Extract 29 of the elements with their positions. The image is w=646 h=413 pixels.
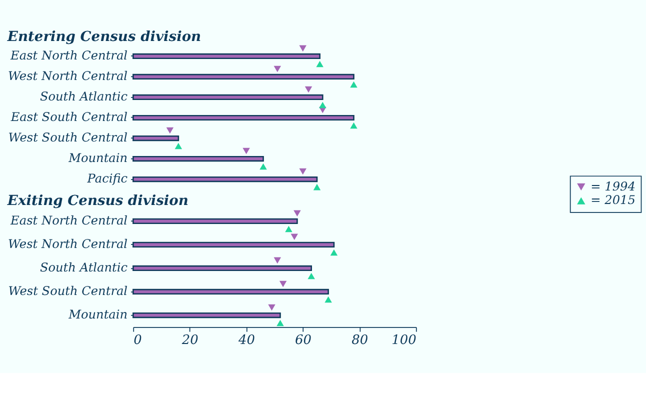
bar xyxy=(132,135,180,142)
legend-label: = 2015 xyxy=(590,193,636,208)
y-tick-label: East South Central xyxy=(10,110,128,124)
bar xyxy=(132,114,354,121)
chart-title: Exiting Census division xyxy=(6,193,188,210)
y-tick-label: Pacific xyxy=(86,172,128,186)
legend-label: = 1994 xyxy=(590,179,636,194)
bar xyxy=(132,53,320,60)
x-tick-label: 100 xyxy=(392,332,416,348)
y-tick-label: East North Central xyxy=(10,48,128,63)
y-tick-label: West South Central xyxy=(8,284,128,298)
bar xyxy=(132,94,324,100)
bar xyxy=(132,176,318,182)
y-tick-label: Mountain xyxy=(68,151,128,166)
y-tick-label: Mountain xyxy=(68,308,128,322)
y-tick-label: West North Central xyxy=(8,237,128,252)
y-tick-label: West South Central xyxy=(8,130,128,145)
x-tick-label: 80 xyxy=(352,332,368,348)
y-tick-label: East North Central xyxy=(10,214,128,228)
x-tick-label: 60 xyxy=(295,332,312,348)
y-tick-label: South Atlantic xyxy=(40,260,128,275)
x-tick-label: 0 xyxy=(134,332,142,348)
bar xyxy=(132,156,264,162)
chart-title: Entering Census division xyxy=(6,28,202,45)
y-tick-label: South Atlantic xyxy=(40,90,128,104)
x-tick-label: 20 xyxy=(180,332,198,348)
x-tick-label: 40 xyxy=(237,332,255,348)
bar xyxy=(132,74,354,80)
y-tick-label: West North Central xyxy=(8,69,128,84)
